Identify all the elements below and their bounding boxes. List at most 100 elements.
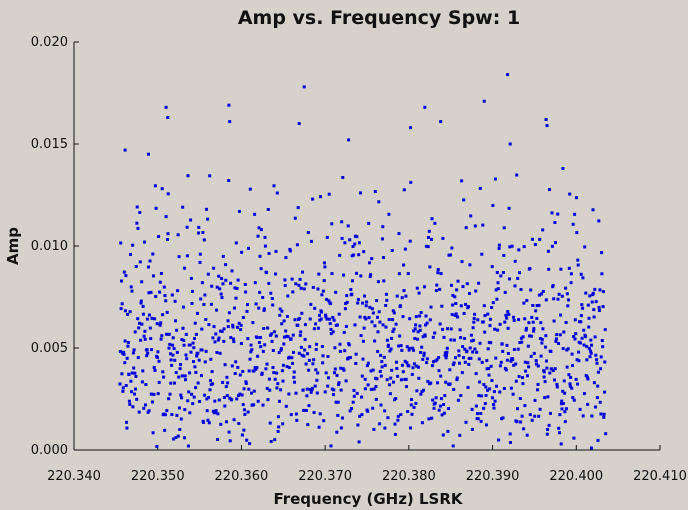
data-point (601, 290, 605, 294)
data-point (590, 414, 594, 418)
data-point (589, 338, 593, 342)
data-point (206, 272, 210, 276)
data-point (168, 342, 172, 346)
data-point (251, 321, 255, 325)
data-point (497, 246, 501, 250)
data-point (551, 284, 555, 287)
data-point (328, 322, 332, 326)
data-point (482, 304, 486, 308)
data-point (465, 282, 469, 286)
data-point (186, 399, 190, 403)
data-point (462, 356, 465, 360)
data-point (496, 281, 500, 285)
data-point (192, 346, 196, 350)
data-point (209, 357, 213, 361)
data-point (189, 276, 193, 280)
data-point (532, 329, 536, 333)
data-point (519, 420, 523, 424)
data-point (306, 231, 310, 234)
data-point (374, 385, 378, 389)
data-point (197, 225, 201, 229)
data-point (159, 272, 163, 275)
x-axis-ticks: 220.340 220.350 220.360 220.370 220.380 220.3… (47, 445, 687, 484)
data-point (580, 303, 584, 307)
data-point (285, 365, 289, 368)
data-point (185, 254, 189, 258)
data-point (492, 406, 496, 410)
data-point (275, 191, 279, 195)
data-point (517, 248, 521, 252)
data-point (257, 341, 261, 344)
data-point (222, 396, 226, 399)
data-point (467, 362, 471, 366)
data-point (157, 359, 161, 363)
data-point (427, 236, 430, 239)
data-point (412, 348, 415, 352)
data-point (140, 322, 144, 326)
data-point (122, 352, 126, 356)
data-point (136, 226, 140, 230)
data-point (576, 258, 580, 262)
data-point (476, 417, 480, 421)
data-point (448, 368, 452, 372)
data-point (373, 339, 377, 343)
data-point (361, 301, 365, 305)
data-point (583, 245, 587, 249)
data-point (351, 279, 354, 283)
data-point (353, 323, 357, 327)
data-point (495, 384, 498, 388)
data-point (378, 370, 382, 373)
data-point (568, 384, 572, 388)
data-point (297, 122, 301, 126)
data-point (582, 328, 586, 332)
data-point (376, 280, 380, 284)
data-point (413, 327, 417, 331)
data-point (283, 284, 287, 288)
data-point (343, 307, 347, 311)
data-point (192, 360, 195, 364)
data-point (192, 395, 196, 399)
data-point (357, 440, 361, 444)
data-point (142, 406, 146, 410)
data-point (568, 382, 572, 386)
data-point (367, 221, 371, 225)
data-point (223, 404, 227, 408)
data-point (555, 382, 559, 386)
data-point (419, 392, 423, 396)
data-point (362, 250, 366, 254)
data-point (542, 375, 546, 379)
data-point (294, 282, 298, 286)
data-point (559, 313, 563, 317)
data-point (574, 332, 578, 336)
data-point (554, 339, 558, 343)
data-point (596, 384, 600, 388)
data-point (368, 275, 372, 279)
data-point (345, 300, 349, 304)
data-point (240, 433, 244, 437)
data-point (271, 366, 275, 369)
data-point (344, 379, 348, 383)
data-point (589, 446, 593, 450)
data-point (248, 442, 252, 446)
data-point (179, 393, 183, 397)
data-point (443, 394, 447, 398)
data-point (577, 350, 581, 354)
data-point (229, 281, 233, 285)
data-point (122, 270, 126, 274)
data-point (244, 290, 248, 294)
data-point (349, 288, 353, 291)
data-point (515, 420, 519, 424)
y-tick-label: 0.005 (31, 341, 68, 356)
data-point (289, 337, 293, 341)
data-point (381, 225, 385, 229)
data-point (179, 363, 182, 366)
data-point (493, 177, 497, 181)
data-point (315, 391, 319, 395)
data-point (343, 241, 347, 245)
data-point (320, 293, 324, 297)
data-point (364, 304, 368, 308)
data-point (424, 314, 428, 318)
data-point (183, 408, 187, 412)
data-point (570, 352, 574, 356)
